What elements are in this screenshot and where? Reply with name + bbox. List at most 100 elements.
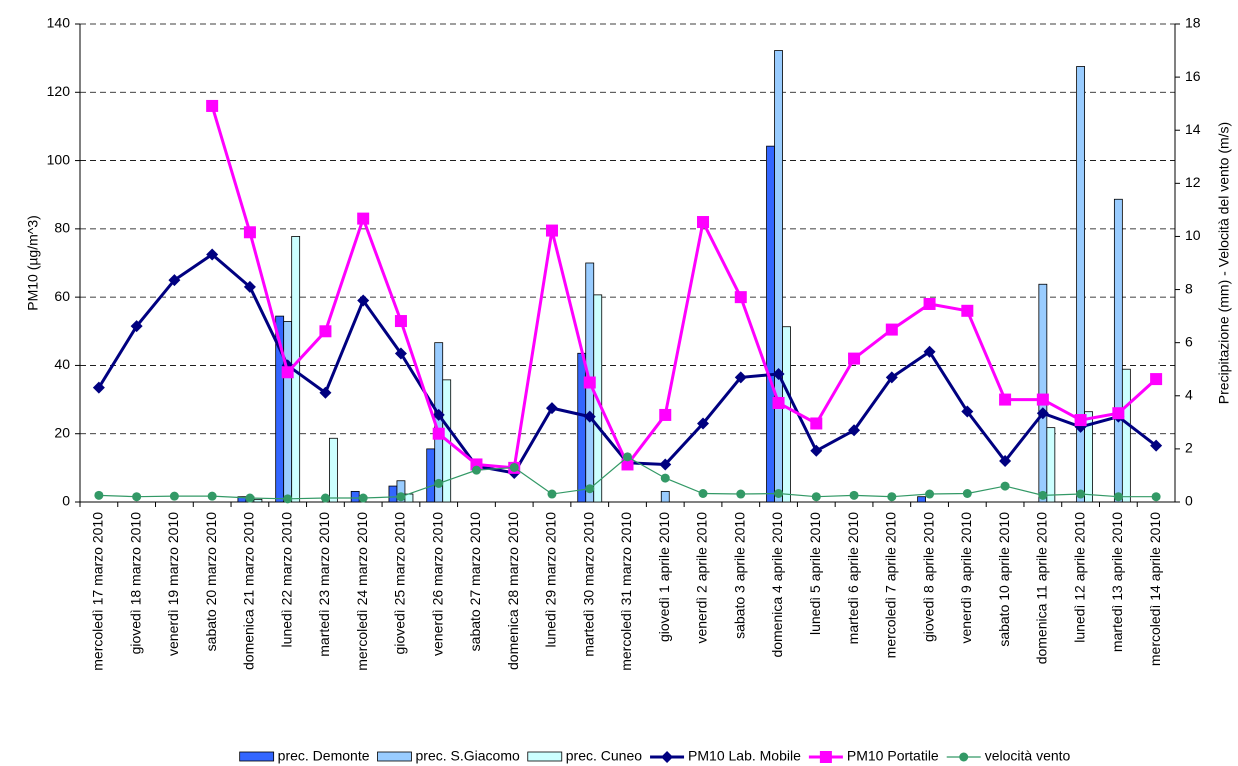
point xyxy=(168,274,181,287)
point xyxy=(774,489,784,499)
x-tick-label: sabato 27 marzo 2010 xyxy=(467,512,483,652)
point xyxy=(358,493,368,503)
x-tick-label: martedì 13 aprile 2010 xyxy=(1109,512,1125,652)
y2-axis-label: Precipitazione (mm) - Velocità del vento… xyxy=(1216,122,1232,404)
point xyxy=(394,347,407,360)
point xyxy=(545,224,558,237)
legend-label: prec. Demonte xyxy=(278,748,370,764)
point xyxy=(206,99,219,112)
bar xyxy=(660,490,670,503)
x-tick-label: domenica 21 marzo 2010 xyxy=(241,512,257,670)
point xyxy=(659,408,672,421)
y-tick-label: 100 xyxy=(47,151,71,167)
x-tick-label: mercoledì 31 marzo 2010 xyxy=(618,512,634,671)
legend-label: prec. S.Giacomo xyxy=(416,748,520,764)
point xyxy=(661,751,674,763)
point xyxy=(1076,489,1086,499)
legend: prec. Demonte prec. S.Giacomo prec. Cuneo P… xyxy=(239,748,1071,764)
x-tick-label: domenica 4 aprile 2010 xyxy=(769,512,785,658)
y-tick-label: 40 xyxy=(54,356,70,372)
legend-label: PM10 Portatile xyxy=(847,748,939,764)
point xyxy=(734,291,747,304)
bar xyxy=(1113,198,1123,503)
x-tick-label: sabato 10 aprile 2010 xyxy=(996,512,1012,647)
bar xyxy=(388,485,398,503)
y-tick-label: 120 xyxy=(47,83,71,99)
point xyxy=(962,489,972,499)
bar xyxy=(396,480,406,503)
bar xyxy=(1121,368,1131,503)
x-tick-label: lunedì 5 aprile 2010 xyxy=(807,512,823,635)
point xyxy=(1150,439,1163,452)
bar xyxy=(329,437,338,503)
y-tick-label: 60 xyxy=(54,288,70,304)
x-tick-label: lunedì 29 marzo 2010 xyxy=(543,512,559,648)
x-tick-label: martedì 30 marzo 2010 xyxy=(580,512,596,657)
x-tick-label: venerdì 2 aprile 2010 xyxy=(694,512,710,644)
y2-tick-label: 8 xyxy=(1185,280,1193,296)
point xyxy=(925,489,935,499)
x-tick-label: sabato 20 marzo 2010 xyxy=(203,512,219,652)
point xyxy=(471,465,481,475)
point xyxy=(772,396,785,409)
point xyxy=(848,352,861,365)
point xyxy=(583,376,596,389)
y2-tick-label: 0 xyxy=(1185,493,1193,509)
point xyxy=(281,366,294,379)
x-tick-label: venerdì 19 marzo 2010 xyxy=(165,512,181,656)
point xyxy=(698,489,708,499)
point xyxy=(432,408,445,421)
bar xyxy=(774,50,783,503)
x-tick-label: martedì 23 marzo 2010 xyxy=(316,512,332,657)
point xyxy=(621,458,634,471)
point xyxy=(130,320,143,333)
bar xyxy=(283,321,293,503)
y2-tick-label: 18 xyxy=(1185,15,1201,31)
x-tick-label: lunedì 12 aprile 2010 xyxy=(1071,512,1087,643)
y-tick-label: 140 xyxy=(47,15,71,31)
y2-tick-label: 6 xyxy=(1185,333,1193,349)
bar xyxy=(253,498,263,503)
x-tick-label: giovedì 18 marzo 2010 xyxy=(127,512,143,655)
x-tick-label: sabato 3 aprile 2010 xyxy=(731,512,747,639)
point xyxy=(547,489,557,499)
point xyxy=(206,248,219,261)
x-tick-label: giovedì 1 aprile 2010 xyxy=(656,512,672,642)
point xyxy=(357,212,370,225)
point xyxy=(1036,393,1049,406)
legend-swatch xyxy=(527,751,563,762)
point xyxy=(623,452,632,462)
point xyxy=(132,492,142,502)
y2-tick-label: 4 xyxy=(1185,386,1193,402)
line xyxy=(97,252,1158,475)
point xyxy=(1112,407,1125,420)
bar xyxy=(1038,283,1048,503)
point xyxy=(583,410,596,423)
x-tick-label: giovedì 8 aprile 2010 xyxy=(920,512,936,642)
point xyxy=(1038,490,1048,500)
point xyxy=(1150,373,1163,386)
legend-swatch xyxy=(239,751,275,762)
point xyxy=(396,492,406,502)
point xyxy=(92,381,105,394)
legend-swatch xyxy=(377,751,412,762)
point xyxy=(243,226,256,239)
point xyxy=(319,325,332,338)
point xyxy=(772,367,785,380)
point xyxy=(887,492,897,502)
bar xyxy=(426,448,436,503)
point xyxy=(885,323,898,336)
legend-label: prec. Cuneo xyxy=(566,748,642,764)
point xyxy=(1151,492,1161,502)
point xyxy=(394,315,407,328)
y2-tick-label: 2 xyxy=(1185,440,1193,456)
point xyxy=(849,490,859,500)
point xyxy=(697,417,710,430)
legend-label: PM10 Lab. Mobile xyxy=(688,748,801,764)
point xyxy=(94,490,104,500)
x-tick-label: domenica 28 marzo 2010 xyxy=(505,512,521,670)
x-tick-label: lunedì 22 marzo 2010 xyxy=(278,512,294,648)
point xyxy=(697,216,710,229)
point xyxy=(923,297,936,310)
point xyxy=(659,458,672,471)
